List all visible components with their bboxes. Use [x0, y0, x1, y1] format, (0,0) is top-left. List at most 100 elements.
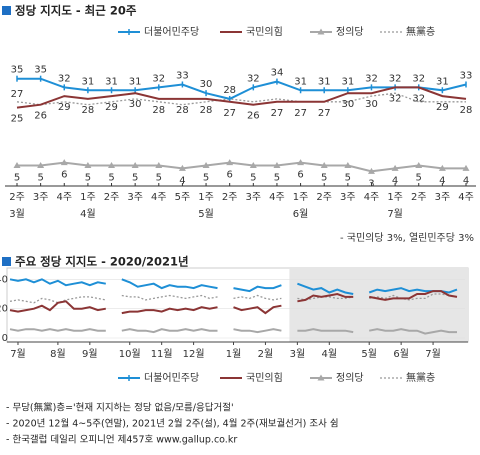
x-tick-label: 4주	[364, 192, 380, 203]
data-label: 28	[176, 105, 189, 116]
data-label: 32	[412, 73, 425, 84]
marker	[60, 159, 68, 166]
month-label: 3월	[9, 208, 25, 220]
data-label: 5	[85, 173, 91, 184]
x-tick-label: 2주	[411, 192, 427, 203]
data-label: 6	[297, 170, 303, 181]
x-tick-label: 4주	[56, 192, 72, 203]
data-label: 31	[105, 76, 118, 87]
legend-label: 더불어민주당	[144, 26, 199, 38]
data-label: 5	[14, 173, 20, 184]
data-label: 33	[460, 70, 473, 81]
data-label: 5	[203, 173, 209, 184]
x-tick-label: 6월	[393, 348, 409, 360]
series-line	[9, 293, 458, 304]
data-label: 34	[271, 68, 284, 79]
data-label: 6	[61, 170, 67, 181]
series-line	[16, 92, 466, 106]
x-tick-label: 8월	[50, 348, 66, 360]
x-tick-label: 7월	[10, 348, 26, 360]
data-label: 35	[34, 65, 47, 76]
x-tick-label: 10월	[119, 348, 141, 360]
data-label: 28	[200, 105, 213, 116]
x-tick-label: 5월	[361, 348, 377, 360]
data-label: 28	[223, 85, 236, 96]
legend-label: 정의당	[336, 26, 364, 38]
series-line	[9, 278, 458, 295]
x-tick-label: 1주	[80, 192, 96, 203]
data-label: 4	[392, 175, 398, 186]
chart-title: 주요 정당 지지도 - 2020/2021년	[15, 255, 189, 269]
data-label: 5	[250, 173, 256, 184]
legend-label: 無黨층	[406, 371, 435, 384]
x-tick-label: 3주	[340, 192, 356, 203]
chart-title: 정당 지지도 - 최근 20주	[15, 4, 137, 18]
x-tick-label: 3주	[33, 192, 49, 203]
series-line	[17, 161, 466, 173]
x-tick-label: 11월	[151, 348, 173, 360]
data-label: 31	[341, 76, 354, 87]
footnote: - 2020년 12월 4~5주(연말), 2021년 2월 2주(설), 4월…	[6, 418, 339, 430]
x-tick-label: 4주	[458, 192, 474, 203]
legend-label: 無黨층	[406, 25, 435, 38]
marker	[37, 162, 45, 169]
x-tick-label: 2주	[316, 192, 332, 203]
data-label: 32	[389, 73, 402, 84]
title-bullet	[2, 6, 11, 15]
x-tick-label: 1월	[226, 348, 242, 360]
marker	[320, 162, 328, 169]
data-label: 5	[274, 173, 280, 184]
data-label: 4	[439, 175, 445, 186]
legend-marker	[317, 28, 325, 35]
series-line	[9, 328, 457, 335]
month-label: 6월	[293, 208, 309, 220]
data-label: 32	[389, 93, 402, 104]
marker	[273, 162, 281, 169]
x-tick-label: 9월	[82, 348, 98, 360]
x-tick-label: 3월	[290, 348, 306, 360]
data-label: 5	[132, 173, 138, 184]
marker	[84, 162, 92, 169]
month-label: 5월	[198, 208, 214, 220]
y-tick-label: 20	[0, 304, 8, 315]
marker	[178, 164, 186, 171]
marker	[226, 159, 234, 166]
data-label: 4	[179, 175, 185, 186]
x-tick-label: 2주	[222, 192, 238, 203]
data-label: 26	[34, 111, 47, 122]
annotation: - 국민의당 3%, 열린민주당 3%	[340, 232, 474, 244]
month-label: 4월	[80, 208, 96, 220]
data-label: 29	[436, 102, 449, 113]
marker	[438, 164, 446, 171]
legend-label: 국민의힘	[246, 372, 283, 384]
marker	[391, 164, 399, 171]
x-tick-label: 4월	[322, 348, 338, 360]
footnote: - 한국갤럽 데일리 오피니언 제457호 www.gallup.co.kr	[6, 434, 237, 446]
x-tick-label: 3주	[127, 192, 143, 203]
data-label: 27	[11, 89, 24, 100]
data-label: 5	[108, 173, 114, 184]
data-label: 5	[321, 173, 327, 184]
data-label: 33	[176, 70, 189, 81]
data-label: 30	[200, 79, 213, 90]
marker	[462, 164, 470, 171]
marker	[13, 162, 21, 169]
data-label: 5	[416, 173, 422, 184]
marker	[249, 162, 257, 169]
series-line	[9, 290, 458, 315]
series-line	[16, 86, 467, 109]
data-label: 32	[152, 73, 165, 84]
data-label: 27	[271, 108, 284, 119]
x-tick-label: 4주	[151, 192, 167, 203]
marker	[155, 162, 163, 169]
data-label: 6	[226, 170, 232, 181]
data-label: 35	[11, 65, 24, 76]
x-tick-label: 1주	[293, 192, 309, 203]
x-tick-label: 1주	[198, 192, 214, 203]
marker	[131, 162, 139, 169]
marker	[202, 162, 210, 169]
data-label: 32	[247, 73, 260, 84]
marker	[344, 162, 352, 169]
y-tick-label: 0	[2, 333, 8, 344]
